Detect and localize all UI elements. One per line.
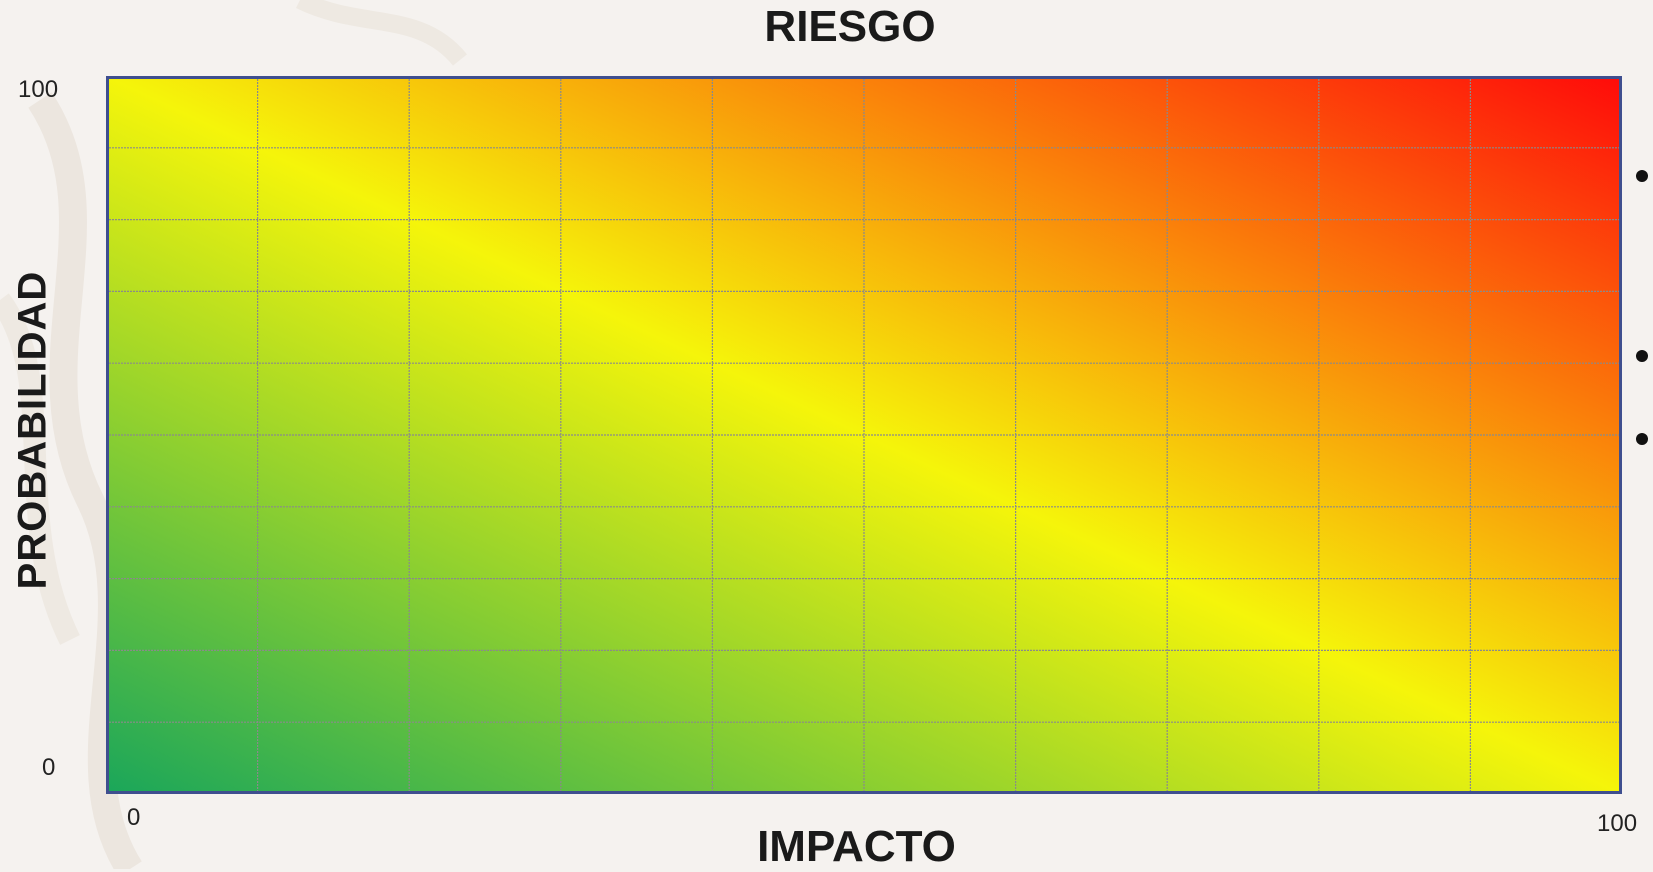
heatmap-plot — [106, 76, 1622, 794]
y-axis-label: PROBABILIDAD — [10, 270, 55, 590]
bullet-point-1 — [1636, 170, 1648, 182]
x-tick-left: 0 — [127, 804, 141, 831]
y-tick-bottom: 0 — [42, 754, 56, 781]
grid-lines — [106, 76, 1622, 794]
x-axis-label: IMPACTO — [757, 822, 956, 871]
y-tick-top: 100 — [18, 76, 59, 103]
bullet-point-3 — [1636, 433, 1648, 445]
x-tick-right: 100 — [1597, 810, 1638, 837]
plot-border — [106, 76, 1622, 794]
chart-title: RIESGO — [764, 2, 936, 51]
bullet-point-2 — [1636, 350, 1648, 362]
